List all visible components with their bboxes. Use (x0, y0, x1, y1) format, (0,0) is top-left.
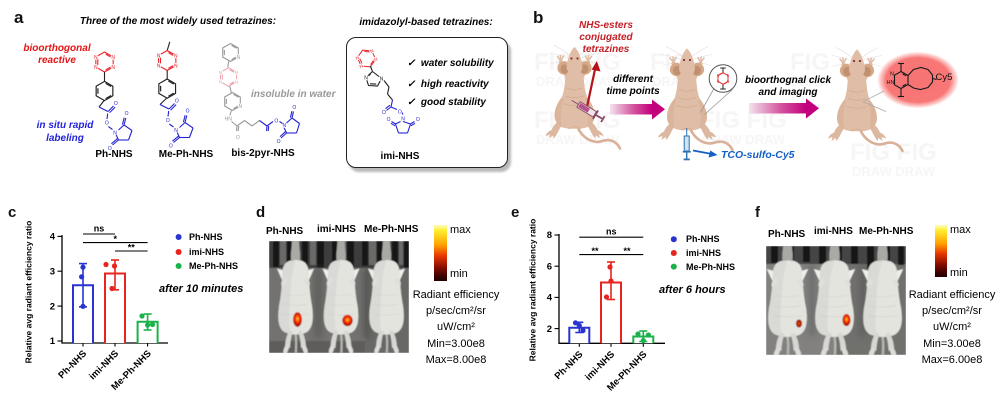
svg-text:4: 4 (547, 293, 553, 304)
svg-text:2: 2 (50, 301, 55, 312)
svg-text:DRAW: DRAW (790, 74, 830, 89)
svg-text:HN: HN (225, 116, 233, 122)
svg-text:6: 6 (547, 261, 552, 272)
svg-text:1: 1 (50, 336, 56, 347)
svg-text:Relative avg radiant efficienc: Relative avg radiant efficiency ratio (527, 219, 537, 362)
svg-text:N: N (380, 77, 384, 83)
svg-text:**: ** (623, 246, 631, 256)
svg-text:O: O (274, 119, 278, 125)
svg-text:N: N (890, 72, 894, 78)
svg-text:**: ** (591, 246, 599, 256)
svg-text:Ph-NHS: Ph-NHS (553, 349, 586, 382)
svg-text:8: 8 (547, 230, 552, 241)
svg-text:N: N (727, 74, 730, 78)
svg-text:N: N (282, 123, 286, 129)
svg-text:O: O (277, 139, 281, 145)
svg-text:DRAW DRAW: DRAW DRAW (852, 164, 936, 179)
svg-text:FIG: FIG (790, 49, 830, 76)
svg-text:2: 2 (547, 324, 552, 335)
svg-text:Relative avg radiant efficienc: Relative avg radiant efficiency ratio (23, 221, 33, 364)
svg-text:ns: ns (94, 224, 105, 234)
svg-text:Cy5: Cy5 (936, 72, 953, 83)
svg-text:N: N (364, 76, 368, 82)
svg-text:*: * (114, 234, 118, 244)
svg-text:O: O (382, 110, 386, 116)
svg-text:N: N (717, 74, 720, 78)
svg-text:N: N (717, 80, 720, 84)
svg-text:HN: HN (887, 80, 895, 86)
svg-text:O: O (236, 135, 240, 141)
svg-text:O: O (387, 117, 391, 123)
svg-text:O: O (398, 109, 402, 115)
svg-text:N: N (727, 80, 730, 84)
svg-text:**: ** (128, 242, 136, 252)
svg-text:4: 4 (50, 232, 56, 243)
svg-text:O: O (292, 105, 296, 111)
svg-text:Ph-NHS: Ph-NHS (56, 348, 89, 381)
svg-text:ns: ns (606, 227, 617, 237)
svg-text:O: O (416, 117, 420, 123)
svg-text:N: N (401, 116, 405, 122)
svg-text:DRAW DRAW: DRAW DRAW (702, 132, 786, 147)
svg-text:3: 3 (50, 266, 55, 277)
